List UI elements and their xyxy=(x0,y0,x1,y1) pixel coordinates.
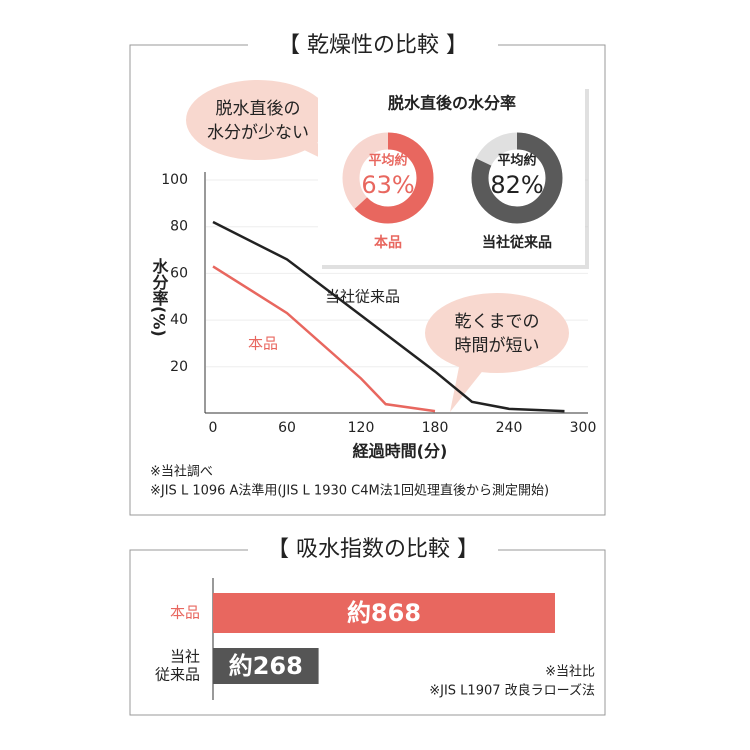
x-axis-label: 経過時間(分) xyxy=(353,442,448,461)
chart-title: 【 乾燥性の比較 】 xyxy=(278,33,468,58)
callout-tail xyxy=(450,362,485,412)
bar xyxy=(213,593,555,633)
chart-title: 【 吸水指数の比較 】 xyxy=(267,537,479,562)
category-label: 本品 xyxy=(170,604,200,622)
bar xyxy=(213,648,319,684)
category-label: 当社 xyxy=(170,648,200,666)
x-tick-label: 180 xyxy=(422,420,449,436)
donut-label: 本品 xyxy=(374,234,402,251)
y-tick-label: 80 xyxy=(170,219,188,235)
x-tick-label: 300 xyxy=(570,420,597,436)
series-line xyxy=(212,220,565,413)
title-bg xyxy=(248,534,498,566)
category-label: 従来品 xyxy=(155,666,200,684)
donut-arc xyxy=(471,132,563,224)
y-tick-label: 100 xyxy=(161,172,188,188)
annotation: 乾くまでの xyxy=(455,312,540,332)
series-line xyxy=(212,265,436,413)
y-tick-label: 20 xyxy=(170,359,188,375)
annotation: 脱水直後の xyxy=(216,99,301,119)
donut-arc xyxy=(342,132,434,224)
value-label: 82% xyxy=(490,171,543,199)
x-tick-label: 0 xyxy=(209,420,218,436)
y-tick-label: 40 xyxy=(170,312,188,328)
annotation: 水分が少ない xyxy=(207,123,309,143)
value-prefix: 平均約 xyxy=(497,153,536,169)
y-tick-label: 60 xyxy=(170,265,188,281)
inset-box xyxy=(318,85,585,265)
value-label: 約868 xyxy=(347,599,421,627)
title-bg xyxy=(248,30,498,62)
annotation: 時間が短い xyxy=(455,336,540,356)
value-prefix: 平均約 xyxy=(368,153,407,169)
note: ※JIS L1907 改良ラローズ法 xyxy=(429,683,595,699)
note: ※JIS L 1096 A法準用(JIS L 1930 C4M法1回処理直後から… xyxy=(150,483,549,499)
inset-title: 脱水直後の水分率 xyxy=(388,94,516,113)
x-tick-label: 60 xyxy=(278,420,296,436)
series-label: 本品 xyxy=(248,335,278,353)
x-tick-label: 240 xyxy=(496,420,523,436)
note: ※当社比 xyxy=(545,664,595,680)
note: ※当社調べ xyxy=(150,464,213,480)
series-label: 当社従来品 xyxy=(325,288,400,306)
value-label: 63% xyxy=(361,171,414,199)
callout xyxy=(425,293,569,373)
value-label: 約268 xyxy=(229,652,303,680)
y-axis-label: 水分率(%) xyxy=(150,257,169,337)
callout xyxy=(186,80,330,160)
donut-label: 当社従来品 xyxy=(482,234,552,251)
x-tick-label: 120 xyxy=(348,420,375,436)
